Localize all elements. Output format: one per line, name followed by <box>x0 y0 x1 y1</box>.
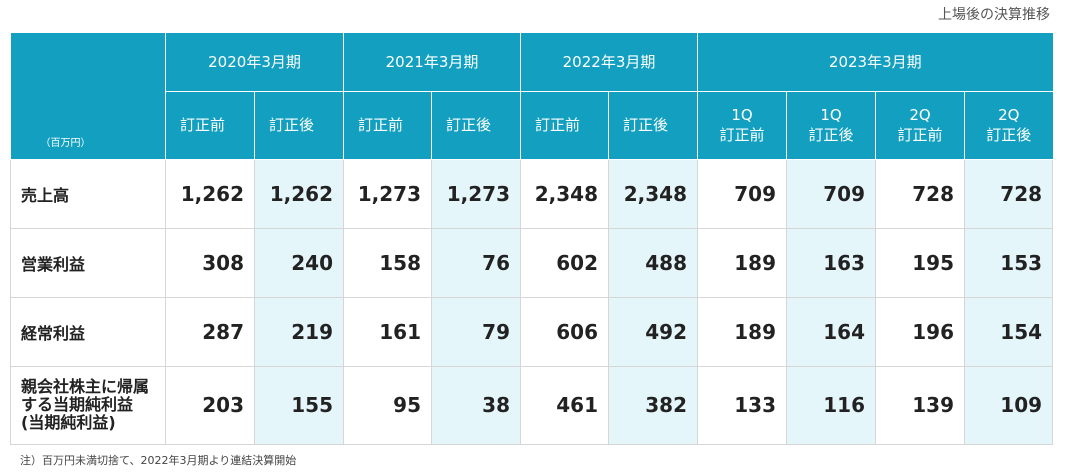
row-label: 売上高 <box>10 159 166 229</box>
financial-results-table: （百万円） 2020年3月期 2021年3月期 2022年3月期 2023年3月… <box>10 33 1054 445</box>
value-cell: 709 <box>697 159 787 229</box>
footnote: 注）百万円未満切捨て、2022年3月期より連結決算開始 <box>20 454 297 467</box>
column-header-line: 訂正後 <box>269 116 315 134</box>
column-header-line: 2Q <box>998 106 1020 124</box>
value-cell: 287 <box>165 297 255 367</box>
table-row: 営業利益 308 240 158 76 602 488 189 163 195 153 <box>10 228 1054 298</box>
value-cell: 1,262 <box>165 159 255 229</box>
value-cell: 492 <box>608 297 698 367</box>
table-row: 親会社株主に帰属 する当期純利益 (当期純利益) 203 155 95 38 461 382 13… <box>10 366 1054 445</box>
column-header-line: 訂正後 <box>446 116 492 134</box>
column-header: 1Q 訂正後 <box>786 91 876 160</box>
value-cell: 189 <box>697 297 787 367</box>
table-row: 売上高 1,262 1,262 1,273 1,273 2,348 2,348 709 709 7… <box>10 159 1054 229</box>
column-header: 訂正前 <box>343 91 432 160</box>
value-cell: 382 <box>608 366 698 445</box>
value-cell: 189 <box>697 228 787 298</box>
column-header-line: 訂正前 <box>719 126 765 144</box>
year-header: 2023年3月期 <box>697 33 1053 92</box>
column-header-line: 訂正後 <box>623 116 669 134</box>
value-cell: 195 <box>875 228 965 298</box>
value-cell: 158 <box>343 228 432 298</box>
value-cell: 154 <box>964 297 1054 367</box>
row-label: 親会社株主に帰属 する当期純利益 (当期純利益) <box>10 366 166 445</box>
value-cell: 164 <box>786 297 876 367</box>
column-header: 2Q 訂正後 <box>964 91 1053 160</box>
column-header: 訂正前 <box>520 91 609 160</box>
column-header-line: 訂正前 <box>897 126 943 144</box>
table-caption: 上場後の決算推移 <box>938 7 1050 23</box>
value-cell: 461 <box>520 366 609 445</box>
value-cell: 203 <box>165 366 255 445</box>
row-label-line: する当期純利益 <box>21 395 134 414</box>
table-row: 経常利益 287 219 161 79 606 492 189 164 196 154 <box>10 297 1054 367</box>
row-label-line: 経常利益 <box>21 323 86 343</box>
value-cell: 153 <box>964 228 1054 298</box>
row-label: 経常利益 <box>10 297 166 367</box>
value-cell: 79 <box>431 297 521 367</box>
value-cell: 728 <box>964 159 1054 229</box>
value-cell: 606 <box>520 297 609 367</box>
value-cell: 109 <box>964 366 1054 445</box>
row-label-line: 売上高 <box>21 185 70 205</box>
year-header: 2022年3月期 <box>520 33 698 92</box>
year-header: 2020年3月期 <box>165 33 344 92</box>
column-header: 2Q 訂正前 <box>875 91 965 160</box>
column-header-line: 訂正前 <box>535 116 581 134</box>
column-header-line: 2Q <box>909 106 931 124</box>
value-cell: 1,273 <box>431 159 521 229</box>
value-cell: 1,273 <box>343 159 432 229</box>
value-cell: 133 <box>697 366 787 445</box>
value-cell: 488 <box>608 228 698 298</box>
value-cell: 602 <box>520 228 609 298</box>
column-header-line: 訂正後 <box>986 126 1032 144</box>
column-header: 訂正後 <box>431 91 521 160</box>
value-cell: 308 <box>165 228 255 298</box>
column-header-line: 1Q <box>820 106 842 124</box>
row-label-line: (当期純利益) <box>21 413 116 432</box>
value-cell: 240 <box>254 228 344 298</box>
unit-label: （百万円） <box>10 33 166 160</box>
column-header: 訂正後 <box>608 91 698 160</box>
column-header-line: 訂正前 <box>180 116 226 134</box>
value-cell: 219 <box>254 297 344 367</box>
value-cell: 1,262 <box>254 159 344 229</box>
column-header-line: 訂正後 <box>808 126 854 144</box>
year-header: 2021年3月期 <box>343 33 521 92</box>
value-cell: 139 <box>875 366 965 445</box>
column-header: 訂正前 <box>165 91 255 160</box>
value-cell: 2,348 <box>608 159 698 229</box>
row-label-line: 親会社株主に帰属 <box>21 377 150 396</box>
value-cell: 116 <box>786 366 876 445</box>
value-cell: 155 <box>254 366 344 445</box>
value-cell: 728 <box>875 159 965 229</box>
value-cell: 196 <box>875 297 965 367</box>
value-cell: 38 <box>431 366 521 445</box>
column-header: 訂正後 <box>254 91 344 160</box>
column-header: 1Q 訂正前 <box>697 91 787 160</box>
value-cell: 2,348 <box>520 159 609 229</box>
value-cell: 161 <box>343 297 432 367</box>
value-cell: 163 <box>786 228 876 298</box>
column-header-line: 訂正前 <box>358 116 404 134</box>
row-label: 営業利益 <box>10 228 166 298</box>
value-cell: 709 <box>786 159 876 229</box>
value-cell: 76 <box>431 228 521 298</box>
column-header-line: 1Q <box>731 106 753 124</box>
value-cell: 95 <box>343 366 432 445</box>
row-label-line: 営業利益 <box>21 254 86 274</box>
